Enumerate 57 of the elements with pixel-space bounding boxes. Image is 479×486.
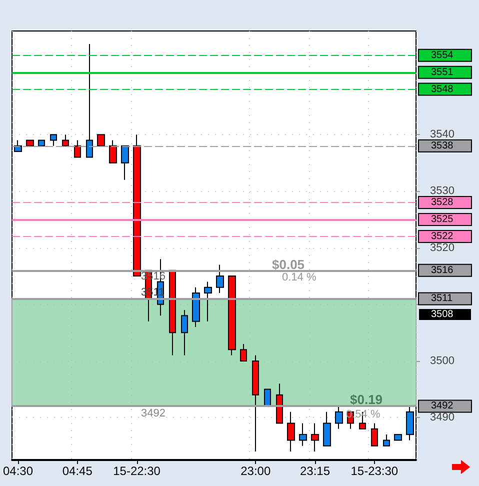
candlestick	[228, 276, 236, 356]
candlestick	[86, 44, 93, 158]
candlestick	[181, 310, 188, 356]
annotation: 3492	[141, 408, 166, 420]
ref-line-label: 3511	[431, 293, 453, 304]
candlestick	[264, 388, 271, 407]
ref-line-label: 3551	[431, 66, 454, 78]
candlestick	[109, 140, 117, 164]
y-tick-label: 3540	[430, 128, 454, 141]
candlestick	[371, 422, 378, 446]
ref-line-label: 3525	[431, 214, 454, 225]
candlestick	[62, 134, 69, 146]
candlestick	[299, 422, 307, 446]
ref-line-label: 3528	[431, 196, 454, 208]
candlestick	[38, 140, 45, 146]
y-tick-label: 3520	[430, 242, 454, 254]
x-tick-label: 04:30	[2, 464, 34, 478]
y-tick-label: 3500	[430, 354, 454, 367]
candlestick	[276, 383, 283, 424]
candlestick	[14, 140, 22, 152]
ref-line-label: 3554	[431, 50, 454, 61]
y-tick-label: 3490	[430, 412, 454, 424]
text: 3508	[431, 309, 454, 320]
candlestick	[216, 264, 224, 294]
candlestick	[50, 134, 57, 146]
ref-line-label: 3492	[431, 400, 454, 412]
x-tick-label: 23:00	[240, 464, 271, 478]
candlestick	[323, 411, 331, 446]
y-tick-label: 3530	[430, 185, 454, 198]
annotation: $0.05	[272, 257, 305, 272]
candlestick	[406, 406, 414, 441]
x-tick-label: 15-22:30	[113, 464, 161, 478]
ref-line-label: 3538	[431, 140, 454, 152]
candlestick	[287, 411, 295, 452]
candlestick	[383, 434, 390, 446]
x-tick-label: 04:45	[62, 464, 93, 478]
candlestick	[26, 140, 34, 146]
candlestick	[240, 343, 247, 362]
ref-line-label: 3522	[431, 230, 454, 242]
annotation: 0.14 %	[282, 272, 316, 284]
candlestick	[311, 422, 319, 452]
x-tick-label: 23:15	[300, 464, 330, 478]
annotation: 3511	[141, 286, 165, 298]
candlestick	[121, 145, 129, 180]
candlestick	[133, 134, 141, 277]
ref-line-label: 3516	[431, 264, 454, 276]
candlestick	[169, 270, 176, 356]
annotation: $0.19	[350, 392, 383, 407]
candlestick	[192, 286, 200, 328]
candlestick	[74, 140, 81, 158]
candlestick	[252, 354, 259, 452]
candlestick	[97, 134, 105, 146]
candlestick	[394, 434, 402, 441]
candlestick	[335, 406, 343, 430]
x-tick-label: 15-23:30	[350, 464, 398, 478]
ref-line-label: 3548	[431, 84, 454, 95]
candlestick	[204, 281, 212, 322]
